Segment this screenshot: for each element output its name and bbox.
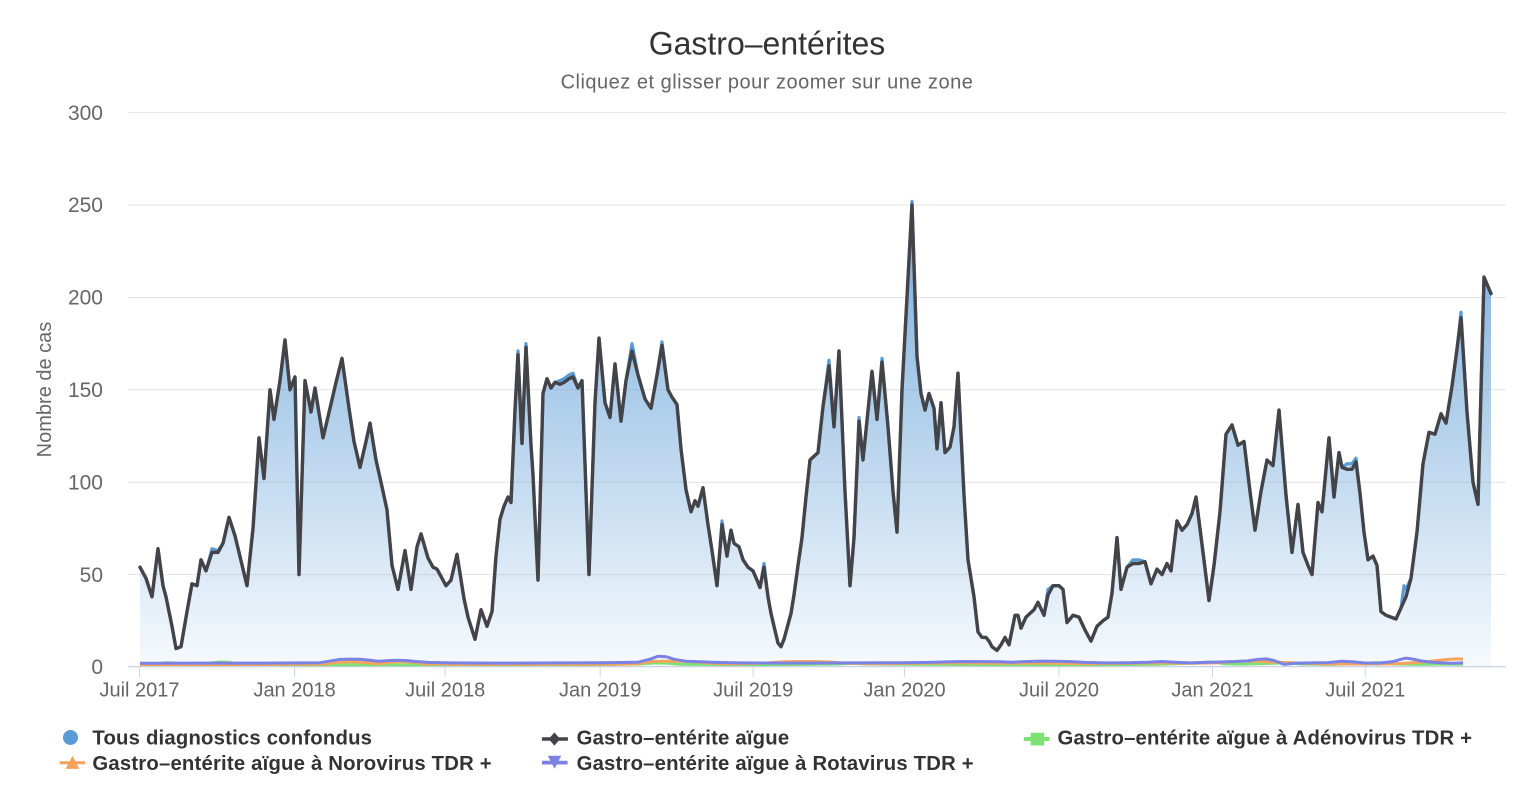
svg-text:0: 0 <box>91 656 103 679</box>
svg-text:Gastro–entérite aïgue à Norovi: Gastro–entérite aïgue à Norovirus TDR + <box>92 753 491 775</box>
svg-text:Gastro–entérite aïgue à Rotavi: Gastro–entérite aïgue à Rotavirus TDR + <box>577 753 974 775</box>
svg-text:Gastro–entérite aïgue à Adénov: Gastro–entérite aïgue à Adénovirus TDR + <box>1058 728 1473 750</box>
svg-text:Jan 2019: Jan 2019 <box>559 680 641 702</box>
svg-text:Nombre de cas: Nombre de cas <box>34 322 56 458</box>
svg-text:250: 250 <box>68 194 103 217</box>
svg-text:Tous diagnostics confondus: Tous diagnostics confondus <box>92 728 372 750</box>
svg-text:Jan 2018: Jan 2018 <box>253 680 335 702</box>
svg-text:Gastro–entérite aïgue: Gastro–entérite aïgue <box>577 728 790 750</box>
svg-text:Jan 2020: Jan 2020 <box>863 680 945 702</box>
svg-text:Juil 2021: Juil 2021 <box>1325 680 1405 702</box>
svg-text:150: 150 <box>68 379 103 402</box>
svg-text:Gastro–entérites: Gastro–entérites <box>649 26 886 62</box>
svg-text:Juil 2019: Juil 2019 <box>713 680 793 702</box>
svg-text:200: 200 <box>68 287 103 310</box>
svg-text:Juil 2018: Juil 2018 <box>405 680 485 702</box>
svg-text:100: 100 <box>68 471 103 494</box>
svg-text:50: 50 <box>80 564 103 587</box>
svg-text:Juil 2020: Juil 2020 <box>1019 680 1099 702</box>
svg-text:Cliquez et glisser pour zoomer: Cliquez et glisser pour zoomer sur une z… <box>561 72 974 94</box>
svg-text:Jan 2021: Jan 2021 <box>1171 680 1253 702</box>
svg-text:300: 300 <box>68 102 103 125</box>
svg-text:Juil 2017: Juil 2017 <box>99 680 179 702</box>
